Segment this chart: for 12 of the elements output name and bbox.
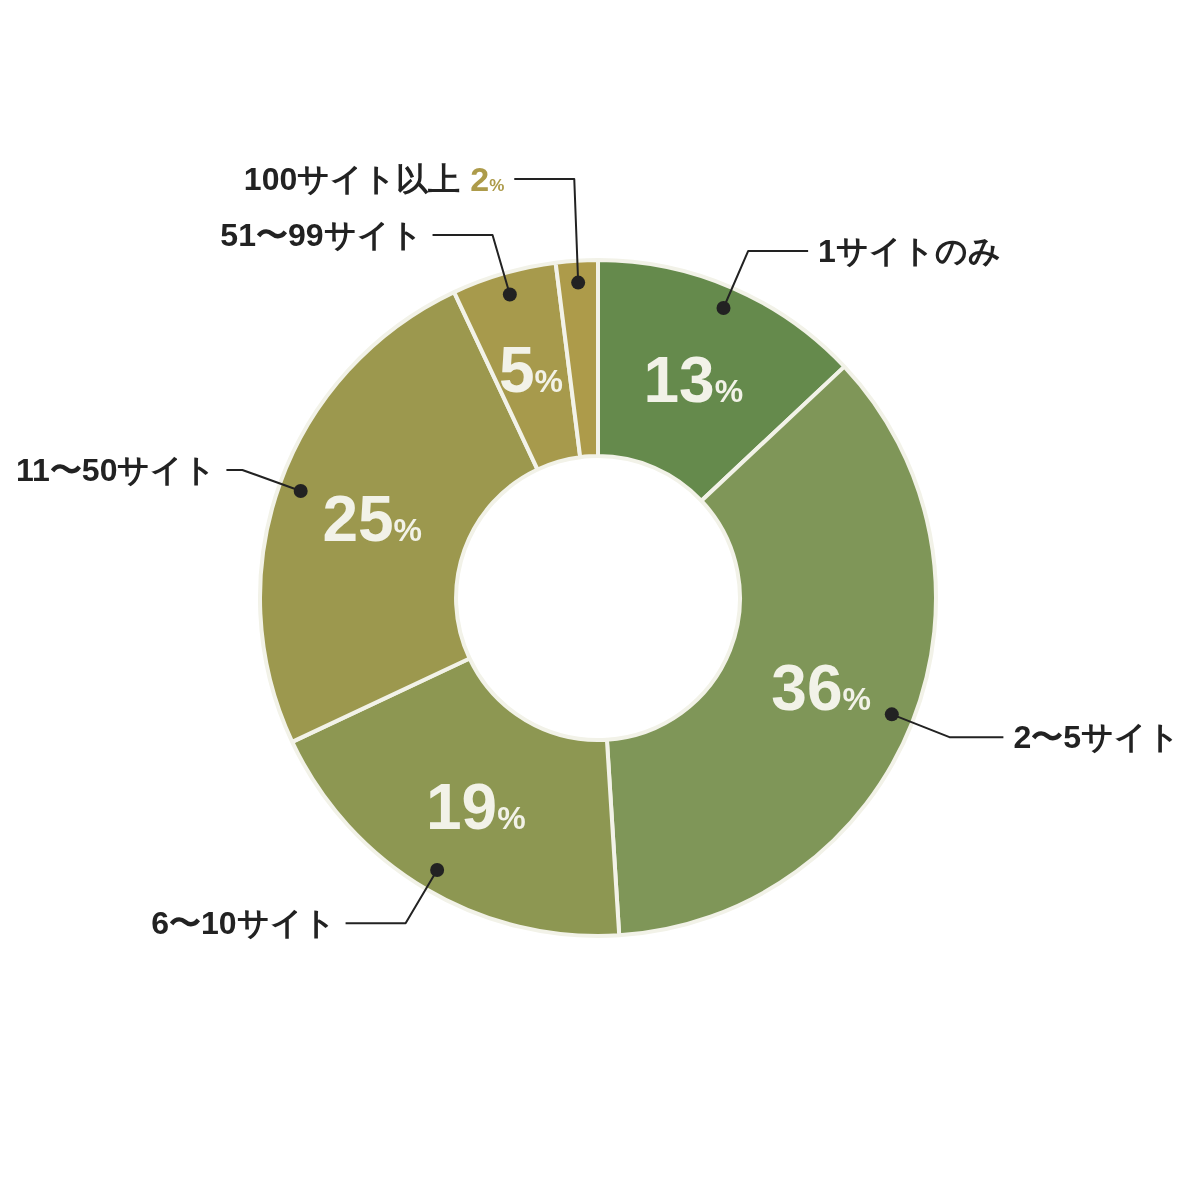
slice-label: 51〜99サイト: [220, 217, 423, 254]
slice-label: 2〜5サイト: [1013, 719, 1180, 756]
slice-label: 11〜50サイト: [16, 451, 217, 488]
slice-label: 6〜10サイト: [151, 905, 336, 942]
data-label: 2%: [470, 160, 505, 199]
data-label: 19%: [426, 770, 526, 843]
data-label: 36%: [771, 652, 871, 725]
data-label: 5%: [499, 333, 564, 406]
data-label: 25%: [322, 482, 423, 555]
slice-label: 1サイトのみ: [818, 233, 1001, 270]
slice-label: 100サイト以上: [243, 161, 461, 198]
data-label: 13%: [643, 343, 744, 416]
